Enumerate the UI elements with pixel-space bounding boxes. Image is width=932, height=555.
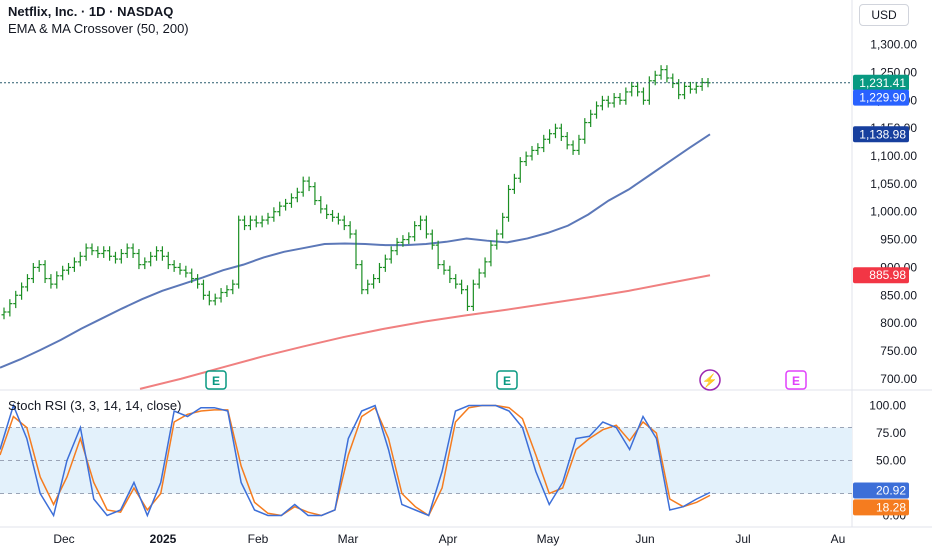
stoch-last-label-box bbox=[853, 482, 909, 499]
price-axis-tick-label: 1,100.00 bbox=[870, 149, 917, 163]
time-axis-tick-label: Feb bbox=[248, 532, 269, 546]
price-label: 1,231.41 bbox=[859, 76, 906, 90]
stoch-axis-tick-label: 75.00 bbox=[876, 426, 906, 440]
price-label: 1,138.98 bbox=[859, 127, 906, 141]
price-axis-tick-label: 800.00 bbox=[880, 316, 917, 330]
stoch-last-label: 18.28 bbox=[876, 500, 906, 514]
stoch-last-label-box bbox=[853, 499, 909, 516]
price-axis-tick-label: 1,050.00 bbox=[870, 177, 917, 191]
earnings-icon[interactable] bbox=[785, 370, 807, 390]
stoch-last-label: 20.92 bbox=[876, 483, 906, 497]
stoch-k-line bbox=[0, 403, 711, 518]
price-label-box bbox=[853, 74, 909, 91]
time-axis-tick-label: Au bbox=[831, 532, 846, 546]
price-label-box bbox=[853, 267, 909, 284]
time-axis-tick-label: Mar bbox=[338, 532, 359, 546]
earnings-icon-glyph: E bbox=[212, 374, 220, 388]
time-axis-tick-label: May bbox=[537, 532, 560, 546]
price-axis-tick-label: 850.00 bbox=[880, 288, 917, 302]
currency-button[interactable]: USD bbox=[859, 4, 909, 26]
dividend-icon-glyph: ⚡ bbox=[702, 373, 718, 389]
stoch-rsi-title: Stoch RSI (3, 3, 14, 14, close) bbox=[8, 398, 182, 413]
stoch-axis-tick-label: 50.00 bbox=[876, 454, 906, 468]
price-axis-tick-label: 950.00 bbox=[880, 233, 917, 247]
time-axis-tick-label: Dec bbox=[53, 532, 74, 546]
time-axis-tick-label: Jul bbox=[735, 532, 750, 546]
time-axis-tick-label: Apr bbox=[439, 532, 458, 546]
dividend-icon[interactable] bbox=[699, 369, 721, 391]
stoch-d-line bbox=[0, 404, 711, 517]
earnings-icon-glyph: E bbox=[792, 374, 800, 388]
price-axis-tick-label: 700.00 bbox=[880, 372, 917, 386]
stoch-axis-tick-label: 100.00 bbox=[869, 399, 906, 413]
earnings-icon[interactable] bbox=[205, 370, 227, 390]
price-label-box bbox=[853, 126, 909, 143]
ema-50-line bbox=[0, 133, 711, 369]
indicator-title: EMA & MA Crossover (50, 200) bbox=[8, 21, 189, 36]
earnings-icon-glyph: E bbox=[503, 374, 511, 388]
price-axis-tick-label: 750.00 bbox=[880, 344, 917, 358]
price-label: 1,229.90 bbox=[859, 91, 906, 105]
earnings-icon[interactable] bbox=[496, 370, 518, 390]
time-axis-tick-label: 2025 bbox=[150, 532, 177, 546]
price-axis-tick-label: 1,000.00 bbox=[870, 205, 917, 219]
price-label: 885.98 bbox=[869, 268, 906, 282]
price-axis-tick-label: 1,300.00 bbox=[870, 38, 917, 52]
ma-200-line bbox=[139, 274, 711, 390]
time-axis-tick-label: Jun bbox=[635, 532, 654, 546]
price-label-box bbox=[853, 89, 909, 106]
chart-title: Netflix, Inc. · 1D · NASDAQ bbox=[8, 4, 174, 19]
